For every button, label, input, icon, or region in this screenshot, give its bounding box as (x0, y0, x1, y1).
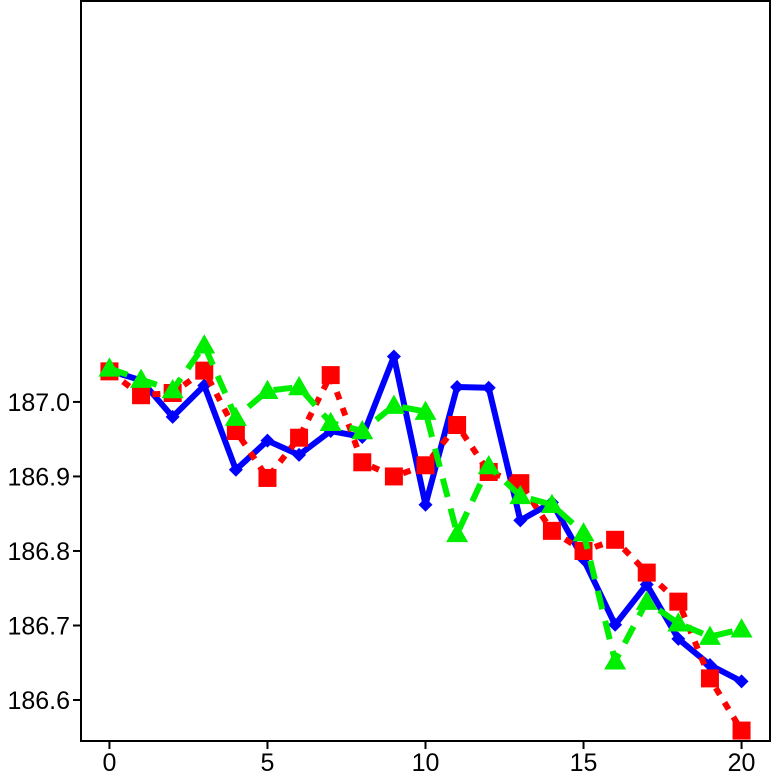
data-point-square (384, 467, 403, 486)
series-layer (98, 334, 753, 740)
data-point-diamond (481, 380, 496, 395)
data-point-square (353, 453, 372, 472)
data-point-square (542, 521, 561, 540)
y-tick-label: 186.8 (7, 538, 70, 566)
data-point-diamond (418, 497, 433, 512)
data-point-triangle (572, 522, 595, 542)
data-point-triangle (288, 376, 311, 396)
data-point-square (416, 456, 435, 475)
data-point-diamond (513, 513, 528, 528)
data-point-diamond (260, 433, 275, 448)
data-point-triangle (509, 484, 532, 505)
data-point-square (448, 416, 467, 435)
data-point-square (258, 468, 277, 487)
data-point-triangle (319, 411, 342, 432)
series-1 (100, 361, 751, 740)
series-line (107, 367, 745, 733)
data-point-triangle (540, 493, 563, 514)
data-point-triangle (667, 612, 690, 632)
data-point-square (195, 361, 214, 380)
data-point-triangle (224, 406, 247, 426)
data-point-triangle (698, 625, 721, 645)
data-point-triangle (730, 618, 753, 638)
data-point-diamond (450, 380, 465, 395)
x-tick-label: 15 (570, 749, 598, 772)
data-point-square (132, 386, 151, 405)
data-point-triangle (604, 650, 627, 670)
data-point-diamond (671, 631, 686, 646)
x-tick-label: 20 (728, 749, 756, 772)
data-point-square (321, 366, 340, 385)
data-point-triangle (130, 368, 153, 388)
data-point-square (606, 530, 625, 549)
plot-frame (80, 0, 771, 742)
data-point-diamond (165, 409, 180, 424)
x-tick-label: 5 (261, 749, 275, 772)
x-tick-label: 0 (102, 749, 116, 772)
data-point-triangle (635, 590, 658, 610)
data-point-square (700, 669, 719, 688)
x-tick-label: 10 (412, 749, 440, 772)
data-point-diamond (702, 657, 717, 672)
data-point-square (290, 428, 309, 447)
data-point-square (732, 721, 751, 740)
data-point-square (669, 592, 688, 611)
data-point-triangle (161, 379, 184, 399)
y-tick-label: 186.9 (7, 463, 70, 491)
data-point-triangle (351, 419, 374, 440)
data-point-square (637, 563, 656, 582)
y-tick-label: 186.7 (7, 612, 70, 640)
data-point-triangle (414, 400, 437, 420)
data-point-square (226, 421, 245, 440)
series-0 (102, 349, 749, 689)
data-point-triangle (193, 334, 216, 354)
data-point-triangle (256, 379, 279, 399)
data-point-diamond (608, 617, 623, 632)
y-tick-label: 186.6 (7, 687, 70, 715)
data-point-diamond (228, 462, 243, 477)
x-axis: 0 5 10 15 20 (102, 741, 755, 772)
y-axis: 186.6 186.7 186.8 186.9 187.0 (7, 389, 81, 715)
data-point-diamond (386, 349, 401, 364)
data-point-triangle (477, 455, 500, 475)
y-tick-label: 187.0 (7, 389, 70, 417)
data-point-triangle (446, 522, 469, 543)
data-point-diamond (292, 447, 307, 462)
data-point-triangle (382, 394, 405, 414)
series-2 (98, 334, 753, 670)
data-point-triangle (98, 357, 121, 377)
data-point-diamond (734, 674, 749, 689)
